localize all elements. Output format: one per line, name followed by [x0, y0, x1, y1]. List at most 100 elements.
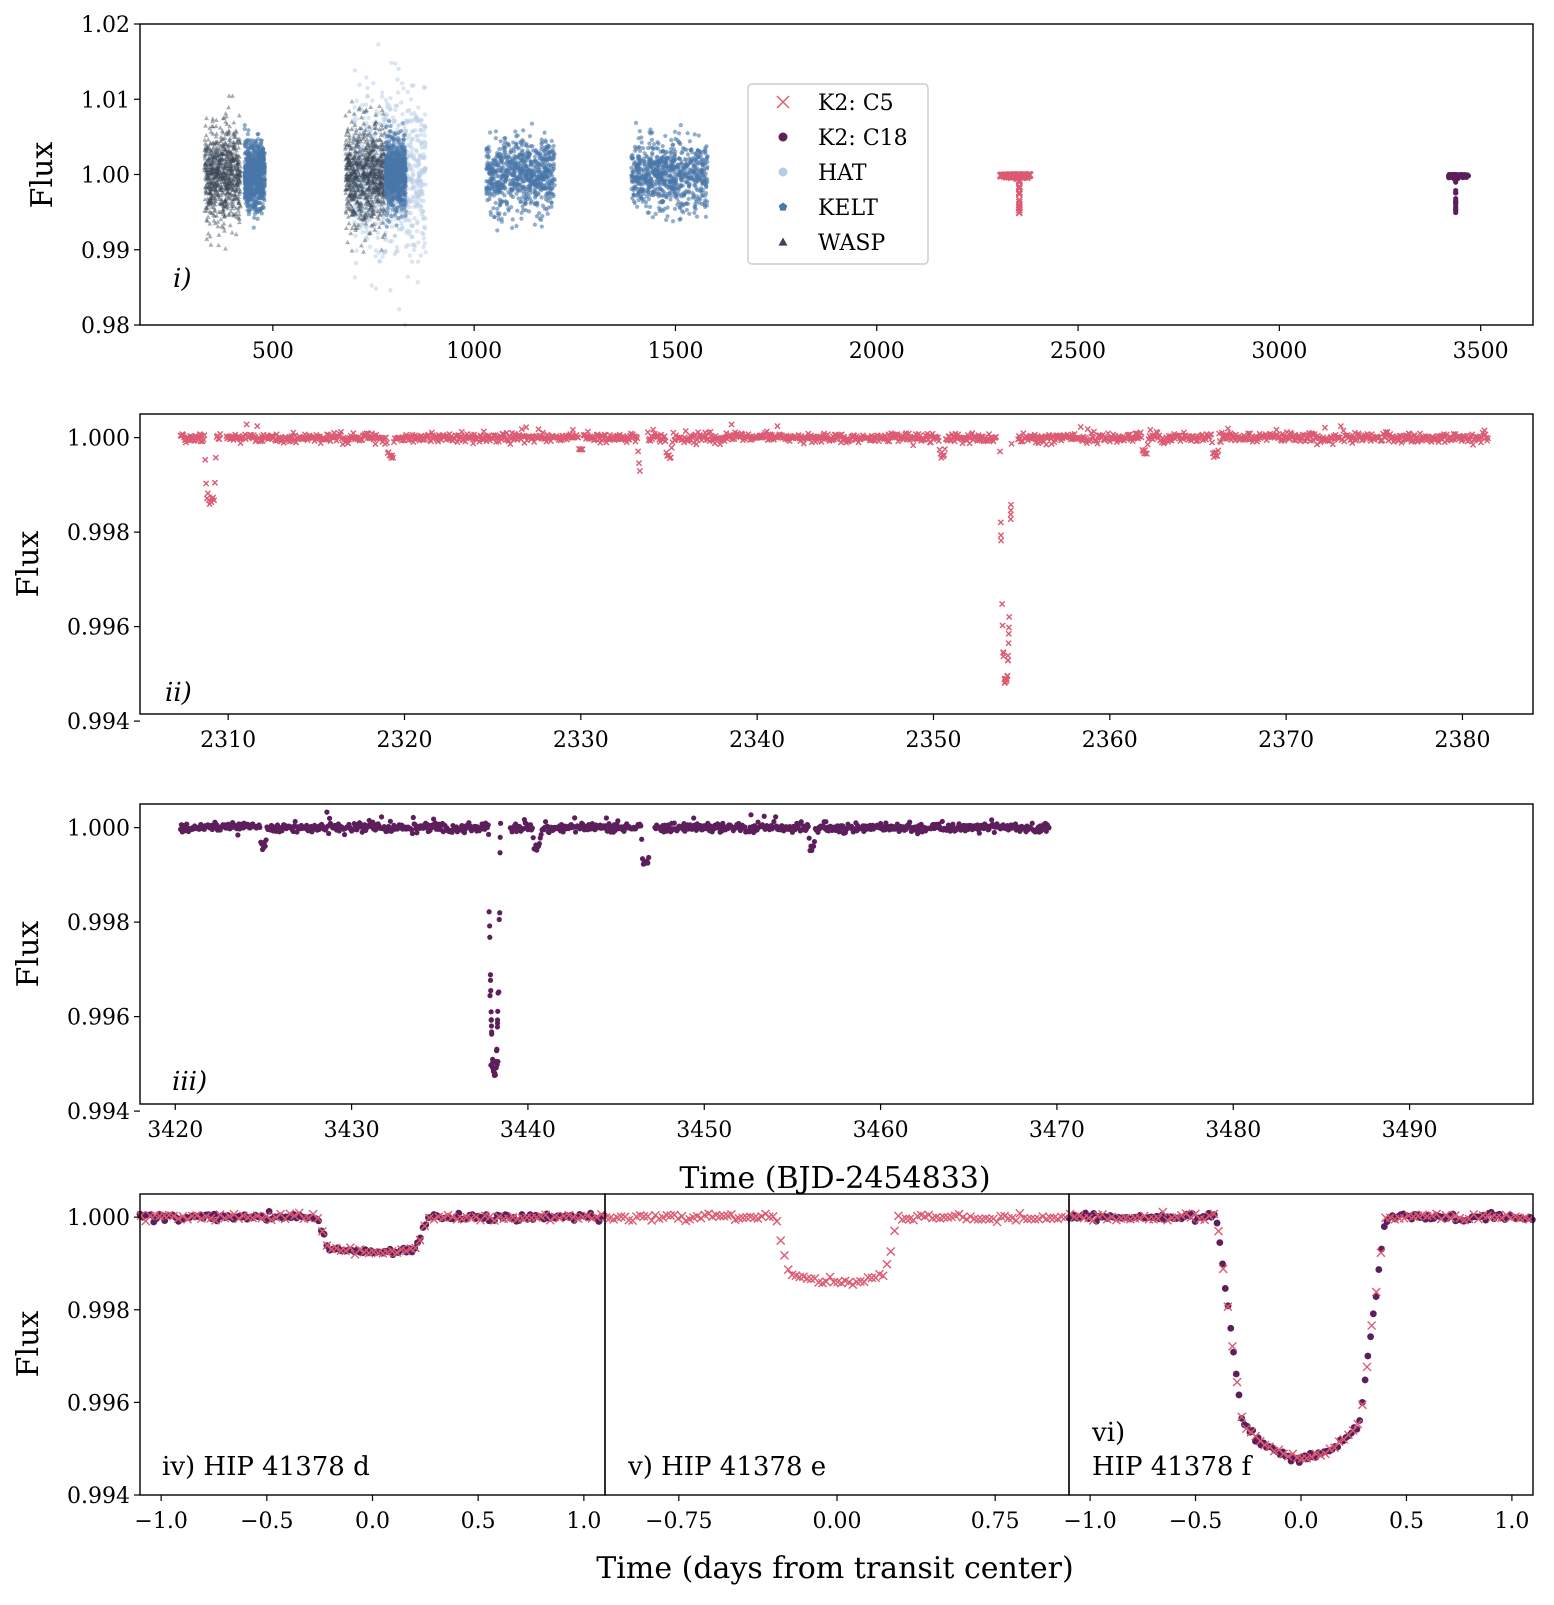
- panel-i-point-wasp: [203, 184, 209, 189]
- panel-i-point-hat: [371, 120, 377, 125]
- panel-i-point-hat: [359, 209, 364, 214]
- panel-i-point-hat: [357, 171, 362, 176]
- panel-i-point-kelt: [491, 205, 496, 211]
- panel-i-point-hat: [410, 194, 416, 199]
- panel-i-point-hat: [364, 229, 369, 235]
- panel-i-point-hat: [375, 235, 380, 240]
- panel-i-point-wasp: [215, 223, 221, 229]
- panel-i-point-hat: [363, 224, 368, 230]
- panel-i-point-hat: [358, 137, 363, 142]
- panel-i-point-hat: [416, 240, 421, 245]
- panel-i-point-hat: [407, 199, 412, 205]
- panel-i-point-hat: [419, 122, 424, 127]
- panel-i-point-hat: [388, 288, 393, 293]
- panel-i-point-hat: [421, 244, 426, 250]
- panel-i-point-hat: [354, 167, 360, 172]
- panel-i-point-hat: [367, 129, 373, 134]
- panel-i-point-wasp: [224, 172, 230, 177]
- panel-i-point-hat: [382, 221, 388, 227]
- panel-i-point-wasp: [203, 177, 209, 182]
- panel-i-point-wasp: [220, 173, 225, 179]
- panel-i-point-hat: [421, 231, 426, 237]
- panel-i-point-wasp: [226, 150, 232, 155]
- panel-i-point-hat: [396, 66, 401, 72]
- panel-i-point-wasp: [214, 183, 220, 189]
- panel-i-point-wasp: [215, 182, 221, 187]
- panel-i-point-wasp: [226, 177, 232, 182]
- panel-i-point-wasp: [217, 158, 222, 163]
- panel-i-point-hat: [352, 68, 358, 73]
- panel-i-point-wasp: [237, 180, 243, 185]
- panel-i-point-wasp: [212, 181, 218, 186]
- panel-i-point-wasp: [209, 181, 214, 186]
- panel-i-point-hat: [358, 174, 364, 180]
- panel-i-point-wasp: [232, 142, 238, 147]
- panel-i-point-wasp: [231, 120, 237, 125]
- panel-i-point-hat: [372, 131, 377, 137]
- panel-i-point-hat: [377, 111, 382, 116]
- panel-i-point-hat: [360, 229, 365, 235]
- panel-i-point-kelt: [696, 133, 702, 138]
- panel-i-point-wasp: [217, 181, 223, 187]
- panel-i-point-hat: [382, 250, 387, 255]
- panel-i-point-hat: [407, 176, 413, 182]
- panel-i-point-wasp: [218, 216, 224, 222]
- panel-i-point-wasp: [227, 192, 233, 197]
- panel-i-point-wasp: [205, 137, 211, 142]
- panel-i-point-kelt: [251, 225, 257, 230]
- panel-i-point-hat: [381, 151, 387, 157]
- panel-i-point-wasp: [203, 162, 209, 168]
- panel-i-point-hat: [393, 107, 398, 113]
- panel-i-point-hat: [396, 227, 402, 232]
- panel-i-point-wasp: [214, 184, 220, 189]
- panel-i-point-wasp: [210, 131, 216, 136]
- panel-i-point-wasp: [220, 202, 226, 207]
- panel-i-point-wasp: [215, 163, 221, 169]
- panel-i-point-wasp: [221, 169, 227, 174]
- panel-i-point-hat: [412, 216, 417, 221]
- panel-i-point-hat: [352, 156, 358, 161]
- panel-i-point-wasp: [209, 123, 215, 129]
- panel-i-point-wasp: [216, 209, 222, 214]
- panel-i-point-wasp: [208, 170, 214, 176]
- panel-i-point-wasp: [226, 186, 231, 191]
- panel-i-point-wasp: [220, 150, 226, 156]
- panel-i-point-wasp: [225, 189, 230, 194]
- panel-i-point-wasp: [215, 219, 221, 224]
- panel-i-point-hat: [418, 132, 424, 138]
- panel-i-point-wasp: [230, 171, 236, 176]
- panel-i-point-hat: [407, 253, 413, 258]
- panel-i-point-wasp: [379, 247, 385, 252]
- panel-i-point-wasp: [224, 172, 230, 177]
- panel-i-point-hat: [354, 195, 359, 201]
- panel-i-point-kelt: [633, 120, 639, 125]
- panel-i-point-hat: [420, 171, 425, 176]
- panel-i-point-hat: [352, 160, 358, 165]
- panel-i-point-hat: [364, 134, 369, 139]
- panel-i-point-wasp: [207, 187, 213, 192]
- panel-i-point-hat: [394, 244, 400, 250]
- panel-i-point-hat: [405, 108, 410, 114]
- panel-i-point-wasp: [207, 184, 213, 189]
- panel-i-point-kelt: [545, 211, 550, 216]
- panel-i-point-hat: [395, 77, 400, 82]
- panel-i-point-hat: [410, 168, 415, 174]
- panel-i-point-hat: [352, 105, 357, 110]
- panel-i-point-wasp: [236, 167, 242, 172]
- panel-i-point-hat: [421, 236, 427, 241]
- panel-i-point-kelt: [242, 122, 248, 128]
- panel-i-point-wasp: [209, 169, 214, 174]
- panel-i-point-wasp: [346, 220, 352, 226]
- panel-i-point-hat: [383, 237, 388, 243]
- panel-i-point-hat: [400, 226, 405, 232]
- panel-i-point-hat: [358, 225, 363, 230]
- panel-i-point-wasp: [234, 180, 240, 185]
- panel-i-point-wasp: [225, 190, 231, 195]
- panel-i-point-wasp: [235, 182, 240, 187]
- panel-i-point-kelt: [519, 216, 524, 221]
- panel-i-point-wasp: [217, 201, 222, 206]
- panel-i-point-wasp: [216, 167, 222, 173]
- panel-i-point-hat: [373, 254, 378, 259]
- panel-i-point-wasp: [351, 111, 357, 116]
- panel-i-point-wasp: [228, 163, 234, 168]
